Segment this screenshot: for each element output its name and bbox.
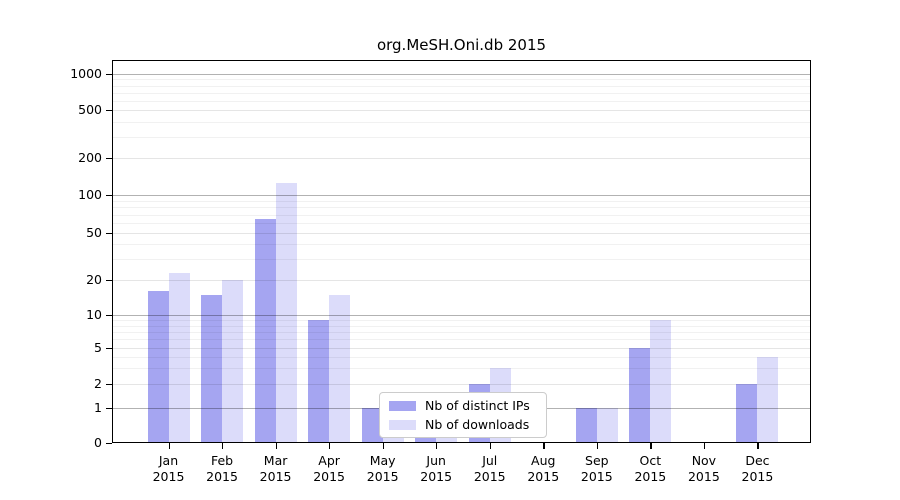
bar-downloads-sep	[596, 408, 618, 443]
x-tick-mark-mar	[275, 443, 277, 449]
bar-distinct-ips-feb	[201, 294, 223, 443]
bar-distinct-ips-oct	[629, 348, 651, 443]
bar-downloads-feb	[222, 280, 244, 443]
gridline-30	[112, 259, 811, 261]
gridline-60	[112, 223, 811, 224]
legend-label-distinct-ips: Nb of distinct IPs	[425, 398, 530, 413]
gridline-40	[112, 244, 811, 246]
gridline-50	[112, 233, 811, 234]
x-tick-mark-dec	[757, 443, 759, 449]
gridline-700	[112, 92, 811, 94]
x-tick-mark-sep	[596, 443, 599, 449]
y-tick-label-0: 0	[94, 435, 102, 450]
gridline-600	[112, 100, 811, 102]
y-tick-label-20: 20	[86, 272, 102, 287]
y-tick-mark-100	[106, 195, 112, 197]
bar-downloads-dec	[757, 356, 779, 443]
bar-distinct-ips-jan	[147, 291, 169, 443]
bar-distinct-ips-dec	[736, 384, 758, 443]
y-tick-mark-5	[106, 348, 112, 350]
gridline-800	[112, 85, 811, 87]
x-tick-mark-jan	[168, 443, 170, 449]
x-tick-label-may: May 2015	[366, 453, 399, 484]
gridline-100	[112, 195, 811, 196]
y-tick-mark-0	[106, 443, 112, 445]
y-tick-label-100: 100	[78, 187, 102, 202]
gridline-1000	[112, 74, 811, 75]
x-tick-label-apr: Apr 2015	[313, 453, 346, 484]
x-tick-label-jan: Jan 2015	[152, 453, 185, 484]
y-tick-label-50: 50	[86, 225, 102, 240]
x-tick-mark-apr	[329, 443, 331, 449]
bar-distinct-ips-mar	[254, 218, 276, 443]
x-tick-label-nov: Nov 2015	[687, 453, 720, 484]
gridline-90	[112, 200, 811, 202]
x-tick-mark-aug	[543, 443, 545, 449]
x-tick-label-jul: Jul 2015	[473, 453, 506, 484]
gridline-70	[112, 214, 811, 216]
y-tick-mark-1	[106, 408, 112, 410]
chart-title: org.MeSH.Oni.db 2015	[376, 36, 547, 54]
x-tick-label-mar: Mar 2015	[259, 453, 292, 484]
downloads-swatch-icon	[389, 419, 416, 430]
gridline-400	[112, 121, 811, 123]
gridline-300	[112, 136, 811, 138]
y-tick-mark-20	[106, 280, 112, 282]
x-tick-mark-oct	[650, 443, 652, 449]
legend-label-downloads: Nb of downloads	[425, 417, 530, 432]
x-tick-label-feb: Feb 2015	[206, 453, 238, 484]
legend-row-downloads: Nb of downloads	[389, 417, 537, 432]
x-tick-label-sep: Sep 2015	[580, 453, 613, 484]
bar-distinct-ips-apr	[308, 320, 330, 443]
y-tick-label-500: 500	[78, 102, 102, 117]
y-tick-mark-2	[106, 384, 112, 386]
y-tick-mark-50	[106, 233, 112, 235]
y-tick-label-200: 200	[78, 150, 102, 165]
gridline-80	[112, 207, 811, 209]
gridline-500	[112, 110, 811, 111]
y-tick-mark-10	[106, 315, 112, 317]
plot-area	[112, 60, 811, 443]
x-tick-mark-jun	[436, 443, 438, 449]
legend-row-distinct-ips: Nb of distinct IPs	[389, 398, 537, 413]
legend: Nb of distinct IPs Nb of downloads	[379, 392, 547, 438]
y-tick-label-1000: 1000	[70, 66, 102, 81]
gridline-900	[112, 79, 811, 81]
x-tick-mark-nov	[703, 443, 706, 449]
x-tick-mark-may	[382, 443, 384, 449]
bar-downloads-mar	[275, 183, 297, 443]
x-tick-label-aug: Aug 2015	[527, 453, 560, 484]
gridline-200	[112, 158, 811, 159]
y-tick-label-2: 2	[94, 376, 102, 391]
y-tick-mark-200	[106, 158, 112, 160]
y-tick-mark-500	[106, 110, 112, 112]
x-tick-mark-feb	[222, 443, 224, 449]
bar-downloads-apr	[329, 294, 351, 443]
bar-distinct-ips-sep	[575, 408, 597, 443]
bar-downloads-oct	[650, 320, 672, 443]
bar-downloads-jan	[168, 272, 190, 443]
x-tick-mark-jul	[489, 443, 492, 449]
x-tick-label-oct: Oct 2015	[634, 453, 667, 484]
bar-distinct-ips-may	[361, 408, 383, 443]
gridline-20	[112, 280, 811, 281]
y-tick-mark-1000	[106, 74, 112, 76]
y-tick-label-5: 5	[94, 340, 102, 355]
x-tick-label-dec: Dec 2015	[741, 453, 774, 484]
y-tick-label-1: 1	[94, 400, 102, 415]
y-tick-label-10: 10	[86, 307, 102, 322]
distinct-ips-swatch-icon	[389, 400, 416, 411]
x-tick-label-jun: Jun 2015	[420, 453, 453, 484]
